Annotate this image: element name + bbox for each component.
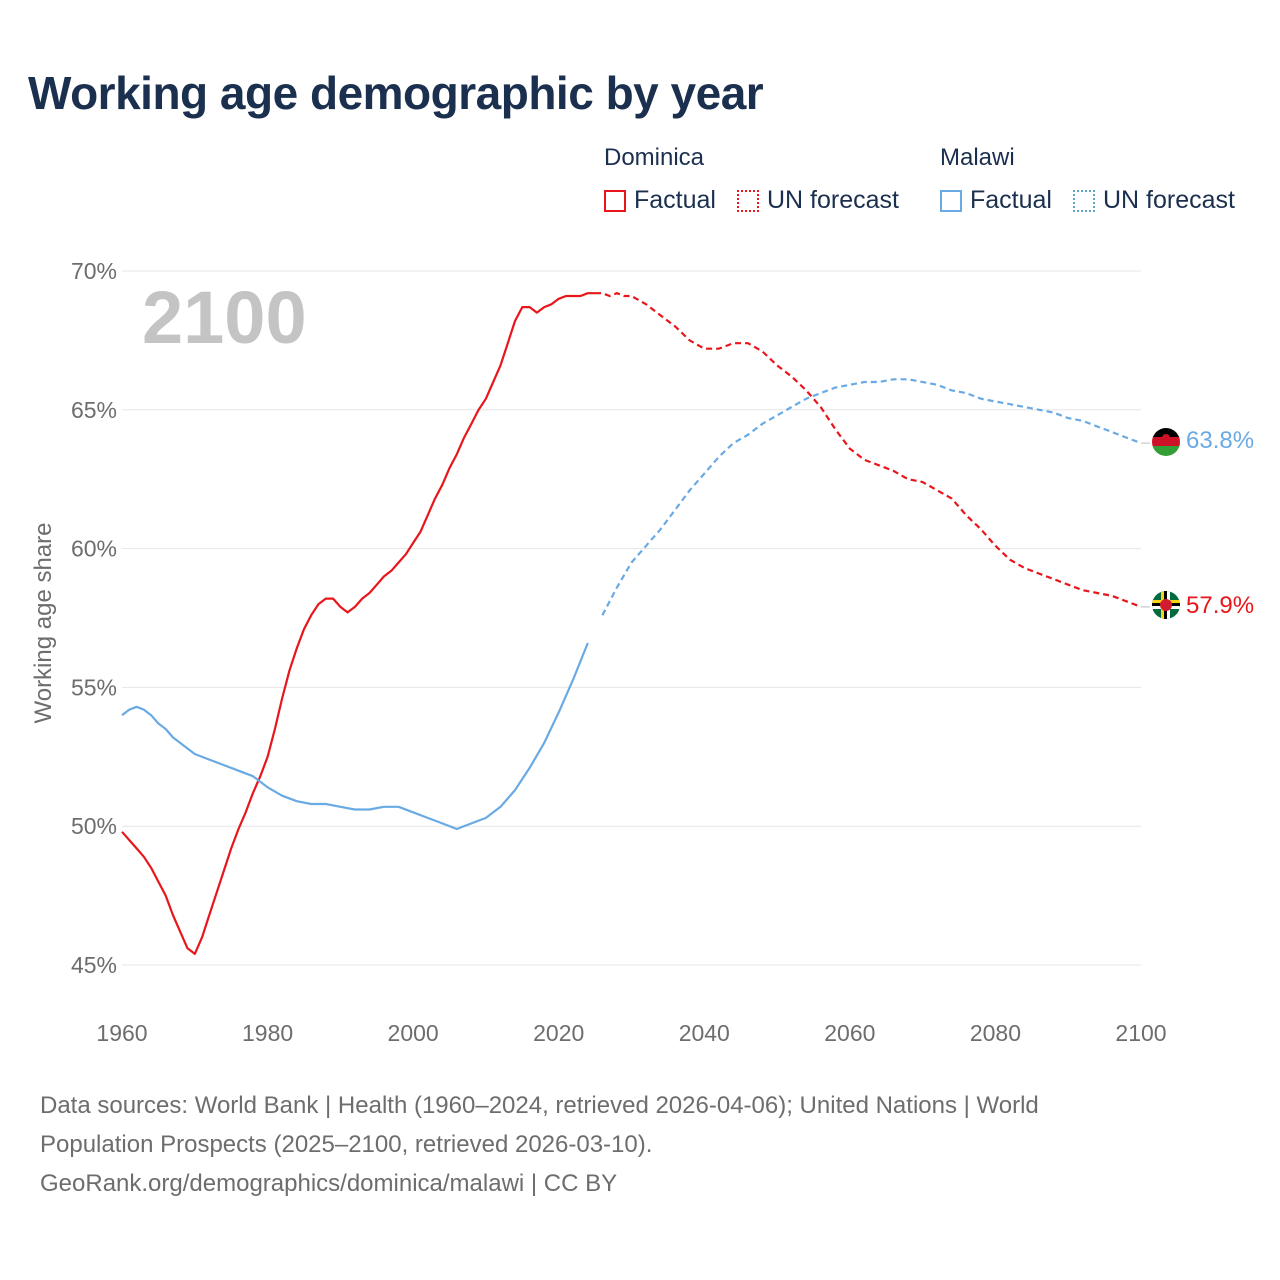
malawi-flag-icon (1152, 428, 1180, 456)
legend-title-dominica: Dominica (604, 144, 705, 171)
legend-label: UN forecast (1103, 186, 1235, 214)
dominica-flag-icon (1152, 591, 1180, 619)
y-tick-label: 45% (71, 952, 117, 978)
series-line-malawi-forecast[interactable] (601, 378, 1142, 616)
y-tick-label: 60% (71, 536, 117, 562)
legend-item-malawi-factual[interactable]: Factual (940, 186, 1052, 215)
legend-label: UN forecast (767, 186, 899, 214)
legend-swatch-solid-icon (604, 189, 626, 212)
y-tick-label: 65% (71, 397, 117, 423)
source-line: Data sources: World Bank | Health (1960–… (40, 1092, 1039, 1119)
x-tick-label: 2100 (1115, 1020, 1166, 1046)
legend-swatch-dotted-icon (1073, 189, 1095, 212)
y-tick-label: 55% (71, 674, 117, 700)
series-line-malawi-factual[interactable] (121, 642, 589, 831)
legend-swatch-dotted-icon (737, 189, 759, 212)
legend-label: Factual (634, 186, 716, 214)
x-tick-label: 2000 (388, 1020, 439, 1046)
legend-item-dominica-forecast[interactable]: UN forecast (737, 186, 899, 215)
series-line-dominica-forecast[interactable] (595, 292, 1142, 608)
x-tick-label: 2080 (970, 1020, 1021, 1046)
x-tick-label: 2040 (679, 1020, 730, 1046)
legend-title-malawi: Malawi (940, 144, 1015, 171)
legend-swatch-solid-icon (940, 189, 962, 212)
end-label-dominica: 57.9% (1186, 592, 1254, 619)
line-chart: 45% 50% 55% 60% 65% 70% 1960 1980 2000 2020 2040 20… (30, 258, 1254, 1046)
source-line: Population Prospects (2025–2100, retriev… (40, 1131, 653, 1158)
legend-item-malawi-forecast[interactable]: UN forecast (1073, 186, 1235, 215)
x-tick-label: 1960 (96, 1020, 147, 1046)
x-tick-label: 2060 (824, 1020, 875, 1046)
footer-sources: Data sources: World Bank | Health (1960–… (40, 1086, 1240, 1203)
y-axis-label: Working age share (30, 523, 57, 724)
y-tick-label: 70% (71, 258, 117, 284)
year-watermark: 2100 (142, 276, 307, 359)
x-tick-label: 2020 (533, 1020, 584, 1046)
y-tick-label: 50% (71, 813, 117, 839)
attribution-line: GeoRank.org/demographics/dominica/malawi… (40, 1170, 618, 1197)
series-line-dominica-factual[interactable] (121, 292, 596, 955)
end-label-malawi: 63.8% (1186, 427, 1254, 454)
legend-item-dominica-factual[interactable]: Factual (604, 186, 716, 215)
legend-label: Factual (970, 186, 1052, 214)
x-tick-label: 1980 (242, 1020, 293, 1046)
chart-title: Working age demographic by year (28, 67, 764, 119)
